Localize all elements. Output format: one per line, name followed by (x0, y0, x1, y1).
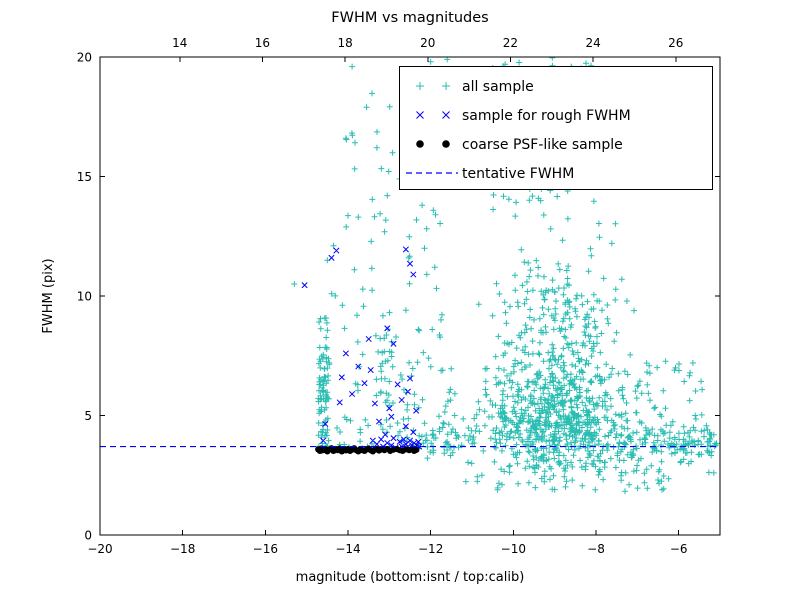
legend-plus-marker (442, 82, 450, 90)
psf-dot (413, 446, 420, 453)
top-tick-label: 22 (503, 36, 518, 50)
x-tick-label: −18 (170, 542, 195, 556)
coarse-psf-like-sample-markers (315, 445, 420, 455)
x-tick-label: −8 (587, 542, 605, 556)
legend-x-marker (442, 111, 450, 119)
x-tick-label: −12 (418, 542, 443, 556)
top-tick-label: 18 (337, 36, 352, 50)
scatter-points (100, 57, 720, 495)
y-tick-label: 0 (84, 529, 92, 543)
y-tick-label: 15 (77, 170, 92, 184)
y-axis-label: FWHM (pix) (41, 258, 56, 333)
top-tick-label: 26 (668, 36, 683, 50)
legend-label-rough-fwhm: sample for rough FWHM (462, 108, 631, 124)
x-tick-label: −16 (253, 542, 278, 556)
legend-label-psf-sample: coarse PSF-like sample (462, 137, 623, 153)
legend-dot-marker (442, 140, 450, 148)
y-tick-label: 20 (77, 51, 92, 65)
legend: all sample sample for rough FWHM coarse … (399, 66, 713, 190)
x-tick-label: −14 (335, 542, 360, 556)
legend-dot-marker (416, 140, 424, 148)
legend-x-marker (416, 111, 424, 119)
chart-title: FWHM vs magnitudes (331, 10, 488, 26)
top-tick-label: 16 (255, 36, 270, 50)
x-tick-label: −6 (670, 542, 688, 556)
legend-markers (406, 82, 458, 174)
top-tick-label: 14 (172, 36, 187, 50)
top-tick-label: 24 (585, 36, 600, 50)
legend-label-all-sample: all sample (462, 79, 534, 95)
top-tick-label: 20 (420, 36, 435, 50)
x-tick-label: −20 (87, 542, 112, 556)
x-tick-label: −10 (501, 542, 526, 556)
axes: −20 −18 −16 −14 −12 −10 −8 −6 14 16 18 20 22 24 26 0 5 10… (77, 36, 721, 556)
legend-box (399, 66, 713, 190)
x-axis-label: magnitude (bottom:isnt / top:calib) (296, 570, 525, 585)
legend-label-tentative-fwhm: tentative FWHM (462, 166, 574, 182)
y-tick-label: 5 (84, 409, 92, 423)
legend-plus-marker (416, 82, 424, 90)
y-tick-label: 10 (77, 290, 92, 304)
